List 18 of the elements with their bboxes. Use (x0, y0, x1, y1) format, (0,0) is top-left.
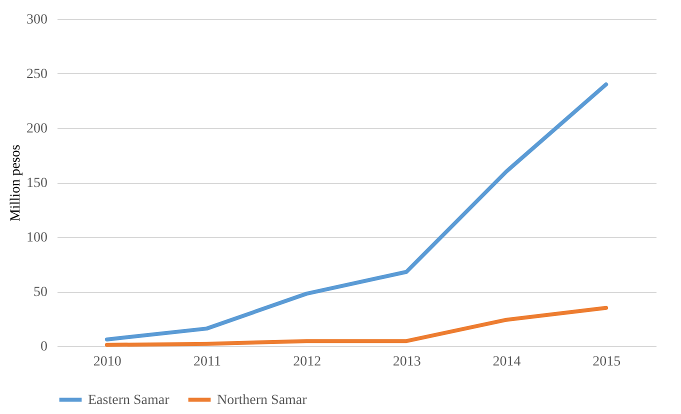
x-tick-label: 2013 (392, 354, 421, 370)
line-series (104, 306, 608, 347)
y-tick-label: 100 (26, 230, 48, 246)
x-tick-label: 2015 (592, 354, 621, 370)
line-series (104, 82, 608, 342)
x-tick-label: 2011 (194, 354, 221, 370)
x-tick-label: 2010 (93, 354, 122, 370)
legend-label: Northern Samar (217, 392, 308, 408)
y-tick-label: 250 (26, 67, 48, 82)
x-tick-label: 2014 (492, 354, 521, 370)
y-axis-title: Million pesos (8, 144, 24, 222)
y-tick-label: 300 (26, 12, 48, 28)
y-tick-label: 200 (26, 122, 48, 136)
x-tick-label: 2012 (293, 354, 322, 370)
y-tick-label: 150 (26, 176, 48, 191)
legend-label: Eastern Samar (88, 392, 170, 408)
y-tick-label: 0 (40, 340, 48, 354)
y-tick-label: 50 (34, 285, 48, 300)
